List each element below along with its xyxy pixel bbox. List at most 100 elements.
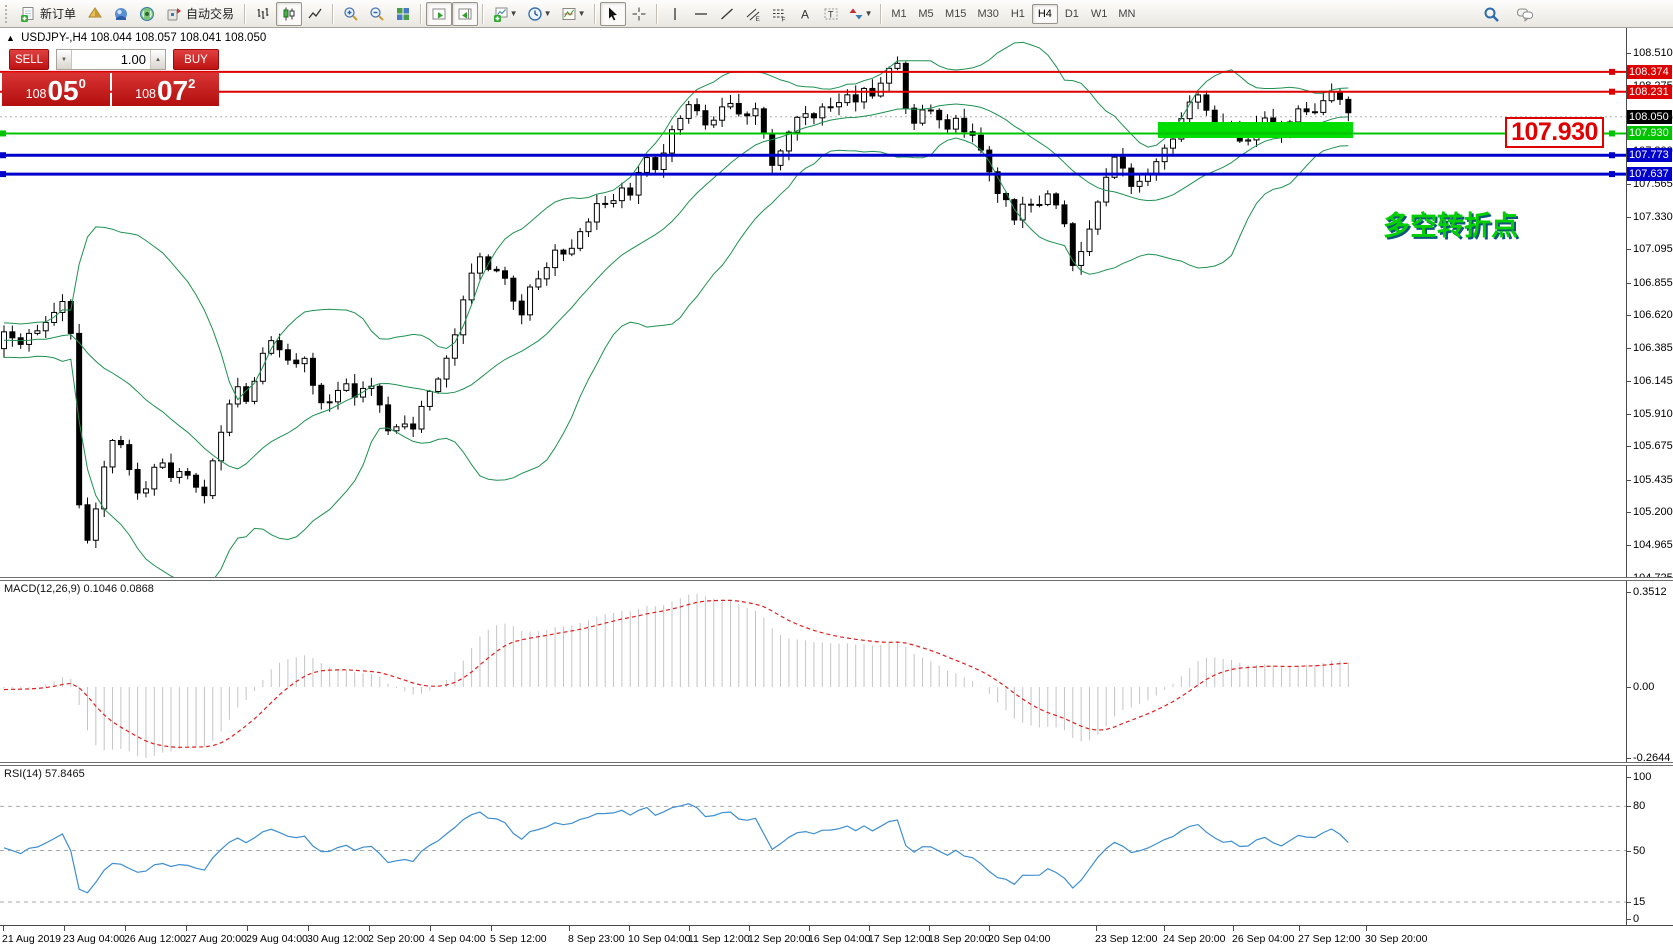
new-order-button[interactable]: 新订单 <box>14 3 82 25</box>
time-label: 30 Aug 12:00 <box>307 933 369 945</box>
symbol-name: USDJPY-,H4 <box>21 32 88 44</box>
time-label: 21 Aug 2019 <box>2 933 61 945</box>
macd-tick: -0.2644 <box>1633 752 1671 764</box>
time-label: 23 Sep 12:00 <box>1095 933 1158 945</box>
timeframe-M1[interactable]: M1 <box>886 4 912 24</box>
ohlc-values: 108.044 108.057 108.041 108.050 <box>90 32 267 44</box>
panel-divider[interactable] <box>0 577 1673 581</box>
zoom-out-icon[interactable] <box>364 2 390 26</box>
crosshair-icon[interactable] <box>626 2 652 26</box>
volume-input[interactable] <box>72 50 150 69</box>
svg-text:F: F <box>782 16 786 22</box>
timeframe-M30[interactable]: M30 <box>972 4 1003 24</box>
price-tick: 107.095 <box>1633 243 1673 255</box>
macd-label: MACD(12,26,9) 0.1046 0.0868 <box>4 583 154 595</box>
price-tick: 105.435 <box>1633 474 1673 486</box>
sell-button[interactable]: SELL <box>9 49 49 70</box>
rsi-tick: 80 <box>1633 800 1646 812</box>
vertical-line-icon[interactable] <box>662 2 688 26</box>
bollinger-middle-band <box>3 103 1349 470</box>
autotrading-button[interactable]: 自动交易 <box>160 3 240 25</box>
time-label: 11 Sep 12:00 <box>688 933 750 945</box>
time-label: 29 Aug 04:00 <box>246 933 308 945</box>
time-label: 23 Aug 04:00 <box>63 933 125 945</box>
candlestick-chart-icon[interactable] <box>276 1 303 26</box>
rsi-indicator-plot[interactable] <box>0 766 1626 924</box>
price-tick: 106.145 <box>1633 375 1673 387</box>
buy-button[interactable]: BUY <box>173 49 219 70</box>
time-label: 8 Sep 23:00 <box>568 933 625 945</box>
highlight-rect[interactable] <box>1158 122 1353 138</box>
time-label: 30 Sep 20:00 <box>1365 933 1428 945</box>
time-label: 10 Sep 04:00 <box>628 933 691 945</box>
template-dropdown[interactable]: ▼ <box>556 2 590 26</box>
price-tick: 108.510 <box>1633 47 1673 59</box>
new-order-icon <box>20 6 36 22</box>
volume-spinner: ▼ ▲ <box>56 49 166 70</box>
arrows-dropdown[interactable]: ▼ <box>844 2 876 26</box>
buy-price-button[interactable]: 108 07 2 <box>111 73 219 106</box>
price-level-label: 108.231 <box>1627 85 1672 99</box>
timeframe-D1[interactable]: D1 <box>1059 4 1085 24</box>
price-annotation-box[interactable]: 107.930 <box>1505 117 1604 148</box>
timeframe-H1[interactable]: H1 <box>1005 4 1031 24</box>
svg-text:T: T <box>828 9 834 19</box>
auto-scroll-icon[interactable] <box>426 1 453 26</box>
fibonacci-icon[interactable]: F <box>766 2 792 26</box>
chart-shift-icon[interactable] <box>452 1 479 26</box>
line-chart-icon[interactable] <box>302 2 328 26</box>
signals-icon[interactable] <box>134 2 160 26</box>
panel-divider[interactable] <box>0 762 1673 766</box>
price-axis-border <box>1626 28 1627 925</box>
timeframe-M15[interactable]: M15 <box>940 4 971 24</box>
rsi-label: RSI(14) 57.8465 <box>4 768 85 780</box>
period-dropdown[interactable]: ▼ <box>522 2 556 26</box>
navigator-icon[interactable] <box>108 2 134 26</box>
timeframe-group: M1 M5 M15 M30 H1 H4 D1 W1 MN <box>886 3 1140 24</box>
volume-increase-button[interactable]: ▲ <box>150 50 165 69</box>
search-icon[interactable] <box>1478 2 1504 26</box>
timeframe-M5[interactable]: M5 <box>913 4 939 24</box>
price-level-label: 107.773 <box>1627 148 1672 162</box>
bollinger-lower-band <box>4 137 1349 579</box>
time-label: 20 Sep 04:00 <box>988 933 1051 945</box>
price-tick: 105.200 <box>1633 506 1673 518</box>
text-label-icon[interactable]: T <box>818 2 844 26</box>
bar-chart-icon[interactable] <box>250 2 276 26</box>
horizontal-line-icon[interactable] <box>688 2 714 26</box>
equidistant-channel-icon[interactable]: E <box>740 2 766 26</box>
tile-windows-icon[interactable] <box>390 2 416 26</box>
sell-price-button[interactable]: 108 05 0 <box>2 73 110 106</box>
turning-point-text[interactable]: 多空转折点 <box>1383 211 1518 241</box>
trendline-icon[interactable] <box>714 2 740 26</box>
styles-icon[interactable] <box>82 2 108 26</box>
svg-text:A: A <box>801 7 809 21</box>
macd-indicator-plot[interactable] <box>0 581 1626 762</box>
macd-tick: 0.00 <box>1633 681 1655 693</box>
time-label: 24 Sep 20:00 <box>1163 933 1226 945</box>
price-tick: 106.620 <box>1633 309 1673 321</box>
zoom-in-icon[interactable] <box>338 2 364 26</box>
current-price-label: 108.050 <box>1627 110 1672 124</box>
autotrading-icon <box>166 6 182 22</box>
macd-tick: 0.3512 <box>1633 586 1667 598</box>
time-label: 27 Sep 12:00 <box>1298 933 1361 945</box>
main-chart-plot[interactable] <box>0 28 1626 579</box>
price-level-label: 107.930 <box>1627 126 1672 140</box>
svg-text:E: E <box>756 16 761 22</box>
price-level-label: 107.637 <box>1627 167 1672 181</box>
direction-arrow-icon: ▲ <box>6 33 15 43</box>
cursor-icon[interactable] <box>600 1 627 26</box>
rsi-tick: 100 <box>1633 771 1652 783</box>
timeframe-H4[interactable]: H4 <box>1031 3 1058 24</box>
volume-decrease-button[interactable]: ▼ <box>57 50 72 69</box>
text-icon[interactable]: A <box>792 2 818 26</box>
chat-icon[interactable] <box>1512 2 1538 26</box>
toolbar-grip[interactable] <box>5 4 10 23</box>
timeframe-W1[interactable]: W1 <box>1086 4 1113 24</box>
rsi-tick: 0 <box>1633 913 1640 925</box>
new-chart-dropdown[interactable]: ▼ <box>488 2 522 26</box>
time-axis[interactable]: 21 Aug 2019 23 Aug 04:00 26 Aug 12:00 27 Au… <box>0 925 1673 950</box>
timeframe-MN[interactable]: MN <box>1113 4 1140 24</box>
